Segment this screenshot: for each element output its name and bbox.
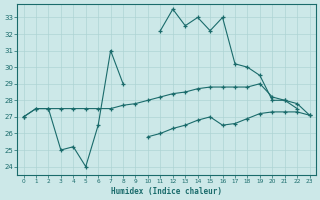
- X-axis label: Humidex (Indice chaleur): Humidex (Indice chaleur): [111, 187, 222, 196]
